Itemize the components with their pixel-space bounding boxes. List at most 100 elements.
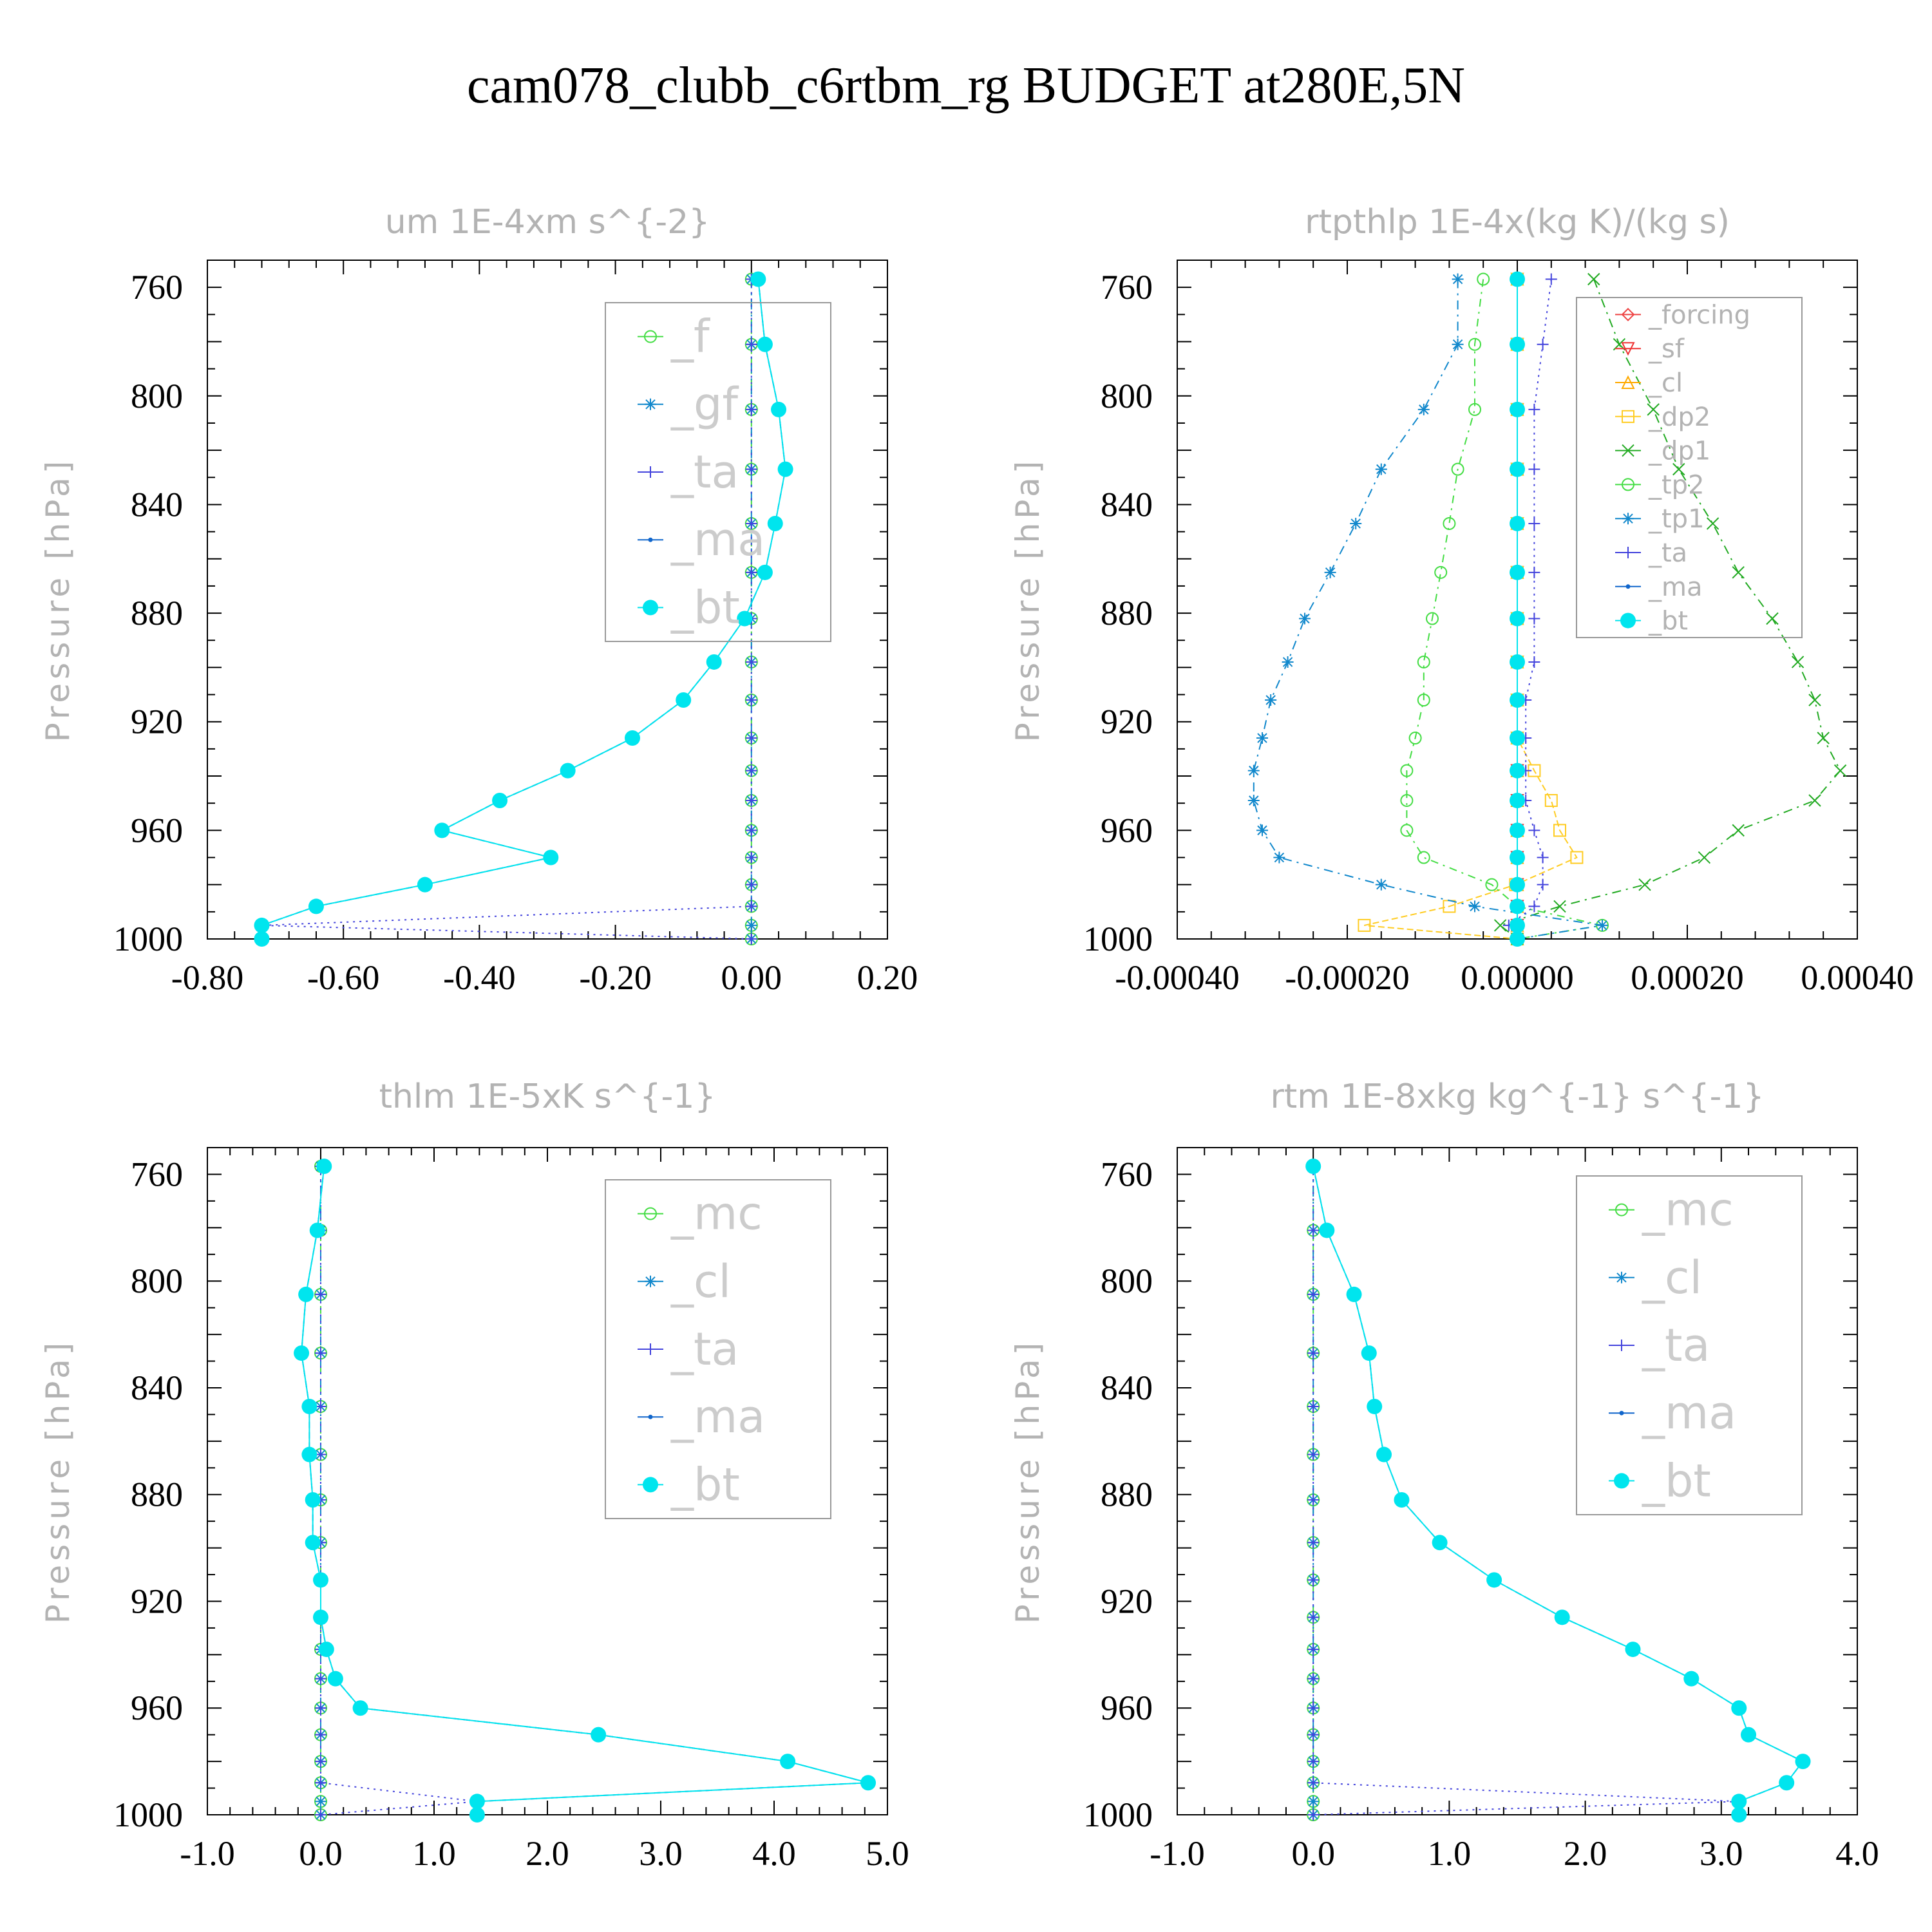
data-point (315, 1672, 327, 1685)
legend-label: _forcing (1648, 300, 1750, 330)
legend-label: _bt (670, 581, 740, 634)
data-point (745, 694, 757, 706)
legend-marker (1625, 584, 1631, 589)
data-point (1808, 794, 1821, 807)
panel-title: rtpthlp 1E-4x(kg K)/(kg s) (1305, 203, 1730, 242)
data-point (1307, 1728, 1320, 1741)
series-line (301, 1166, 869, 1815)
data-point (767, 515, 783, 531)
legend-marker (1622, 513, 1634, 525)
data-point (1510, 401, 1525, 417)
legend-marker (1616, 1271, 1627, 1283)
data-point (737, 611, 753, 627)
data-point (1779, 1775, 1795, 1791)
data-point (1443, 516, 1456, 530)
x-tick-label: -1.0 (180, 1834, 234, 1873)
data-point (1510, 611, 1525, 627)
data-point (1282, 656, 1294, 668)
x-tick-label: -0.40 (443, 958, 515, 997)
y-axis-label: Pressure [hPa] (39, 1339, 77, 1624)
data-point (777, 461, 793, 477)
y-tick-label: 760 (131, 268, 183, 307)
data-point (1469, 900, 1481, 913)
series-ta (315, 1160, 483, 1821)
x-tick-label: -0.20 (579, 958, 651, 997)
legend-marker (1620, 612, 1636, 629)
data-point (315, 1728, 327, 1741)
plot-frame (207, 1147, 888, 1815)
data-point (745, 566, 757, 578)
data-point (745, 403, 757, 415)
data-point (1510, 762, 1525, 779)
data-point (745, 794, 757, 806)
data-point (1247, 764, 1260, 777)
data-point (315, 1795, 327, 1808)
data-point (1375, 463, 1387, 475)
legend-marker (644, 330, 657, 343)
data-point (315, 1777, 327, 1789)
x-tick-label: -0.60 (307, 958, 379, 997)
data-point (1307, 1494, 1320, 1506)
data-point (1324, 566, 1336, 578)
data-point (1452, 273, 1464, 285)
data-point (1731, 1807, 1747, 1823)
x-tick-label: 3.0 (1700, 1834, 1743, 1873)
data-point (1434, 565, 1448, 579)
data-point (750, 271, 766, 287)
data-point (301, 1398, 317, 1414)
data-point (1307, 1400, 1320, 1412)
data-point (1528, 656, 1540, 668)
data-point (745, 656, 757, 668)
legend-box (605, 1179, 831, 1519)
data-point (1732, 824, 1745, 837)
legend-label: _mc (670, 1188, 762, 1240)
data-point (1510, 822, 1525, 838)
data-point (745, 919, 757, 931)
x-tick-label: -0.00040 (1115, 958, 1239, 997)
legend-marker (645, 1275, 656, 1287)
data-point (1394, 1492, 1410, 1508)
y-tick-label: 880 (1101, 594, 1153, 632)
data-point (1417, 655, 1430, 668)
x-tick-label: 0.00000 (1461, 958, 1574, 997)
data-point (1596, 919, 1608, 931)
legend-marker (645, 1343, 656, 1355)
data-point (1698, 851, 1711, 864)
data-point (1528, 463, 1540, 475)
series-bt (1305, 1159, 1811, 1823)
y-tick-label: 800 (131, 377, 183, 415)
data-point (1553, 900, 1566, 913)
legend-label: _dp1 (1648, 437, 1710, 466)
data-point (1570, 851, 1584, 864)
data-point (1537, 878, 1549, 891)
series-line (1364, 279, 1578, 940)
data-point (860, 1775, 876, 1791)
series-ta (1502, 273, 1557, 945)
data-point (780, 1754, 796, 1770)
series-line (261, 279, 752, 940)
series-ma (1311, 1164, 1806, 1817)
legend-label: _tp1 (1648, 504, 1705, 534)
data-point (1528, 824, 1540, 837)
y-tick-label: 800 (1101, 1262, 1153, 1300)
y-axis-label: Pressure [hPa] (1009, 457, 1046, 743)
series-line (1406, 279, 1603, 940)
data-point (1683, 1671, 1700, 1687)
data-point (1731, 1794, 1747, 1810)
legend-label: _cl (1648, 368, 1683, 398)
data-point (745, 878, 757, 891)
series-line (1312, 1166, 1804, 1815)
data-point (1485, 878, 1499, 891)
legend-marker (645, 398, 656, 410)
data-point (1486, 1572, 1502, 1588)
legend-label: _ta (1642, 1319, 1710, 1372)
data-point (1477, 272, 1490, 286)
data-point (1346, 1286, 1362, 1302)
data-point (1307, 1795, 1320, 1808)
data-point (745, 851, 757, 864)
legend-label: _cl (1642, 1251, 1702, 1304)
legend-label: _cl (670, 1255, 731, 1308)
legend-label: _bt (1642, 1454, 1711, 1507)
data-point (1741, 1727, 1757, 1743)
data-point (1510, 876, 1525, 893)
